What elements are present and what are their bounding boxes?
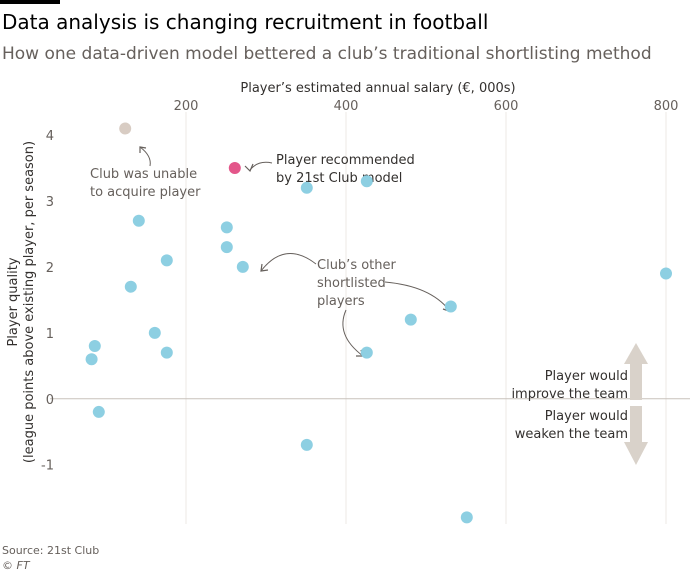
- others-connector-down: [342, 309, 364, 357]
- unacquired-player-point-0: [119, 122, 132, 135]
- improve-label-line1: Player would: [545, 369, 628, 384]
- improve-label-line2: improve the team: [511, 387, 628, 402]
- unable-label-line2: to acquire player: [90, 185, 201, 200]
- x-tick-label-200: 200: [174, 99, 199, 114]
- shortlisted-player-point-4: [132, 214, 145, 227]
- shortlisted-player-point-10: [236, 260, 249, 273]
- improve-arrow: [624, 343, 648, 400]
- shortlisted-player-point-1: [88, 340, 101, 353]
- others-label-line2: shortlisted: [317, 276, 386, 291]
- shortlisted-player-point-16: [444, 300, 457, 313]
- chart-title: Data analysis is changing recruitment in…: [2, 10, 489, 34]
- y-tick-label--1: -1: [41, 459, 54, 474]
- shortlisted-player-point-2: [92, 405, 105, 418]
- others-label-line3: players: [317, 294, 365, 309]
- grid-lines: [50, 112, 690, 524]
- shortlisted-player-point-7: [160, 346, 173, 359]
- shortlisted-player-point-14: [360, 346, 373, 359]
- unable-label-line1: Club was unable: [90, 167, 197, 182]
- shortlisted-player-point-5: [148, 326, 161, 339]
- shortlisted-player-point-6: [160, 254, 173, 267]
- shortlisted-player-point-9: [220, 241, 233, 254]
- y-axis-label-line2: (league points above existing player, pe…: [22, 141, 37, 463]
- tick-labels: 200 400 600 800 -1 0 1 2 3 4: [41, 99, 678, 474]
- y-tick-label-3: 3: [46, 195, 54, 210]
- x-tick-label-800: 800: [654, 99, 679, 114]
- y-tick-label-0: 0: [46, 393, 54, 408]
- scatter-chart: 200 400 600 800 -1 0 1 2 3 4 Player’s estimated a…: [6, 81, 690, 524]
- weaken-label-line1: Player would: [545, 409, 628, 424]
- others-label-line1: Club’s other: [317, 258, 397, 273]
- recommended-connector: [249, 161, 273, 171]
- shortlisted-player-point-3: [124, 280, 137, 293]
- y-axis-label-line1: Player quality: [6, 257, 21, 346]
- y-tick-label-2: 2: [46, 261, 54, 276]
- credit-note: © FT: [2, 559, 30, 572]
- weaken-label-line2: weaken the team: [515, 427, 628, 442]
- shortlisted-player-point-8: [220, 221, 233, 234]
- x-tick-label-400: 400: [334, 99, 359, 114]
- recommended-label-line2: by 21st Club model: [276, 171, 402, 186]
- y-tick-label-4: 4: [46, 129, 54, 144]
- shortlisted-player-point-15: [404, 313, 417, 326]
- others-connector-left: [260, 253, 317, 272]
- source-note: Source: 21st Club: [2, 544, 100, 557]
- x-axis-label: Player’s estimated annual salary (€, 000…: [240, 81, 515, 96]
- weaken-arrow: [624, 406, 648, 465]
- recommended-player-point-0: [228, 162, 241, 175]
- unable-connector: [139, 146, 151, 167]
- shortlisted-player-point-0: [85, 353, 98, 366]
- shortlisted-player-point-18: [660, 267, 672, 280]
- shortlisted-player-point-17: [460, 511, 473, 524]
- shortlisted-player-point-12: [300, 438, 313, 451]
- shortlisted-player-point-13: [360, 175, 373, 188]
- y-axis-label: Player quality (league points above exis…: [6, 141, 37, 463]
- y-tick-label-1: 1: [46, 327, 54, 342]
- brand-bar: [0, 0, 60, 4]
- data-points: [85, 122, 672, 524]
- recommended-label-line1: Player recommended: [276, 153, 415, 168]
- shortlisted-player-point-11: [300, 181, 313, 194]
- chart-subtitle: How one data-driven model bettered a clu…: [2, 44, 652, 64]
- x-tick-label-600: 600: [494, 99, 519, 114]
- others-connector-right: [384, 281, 450, 311]
